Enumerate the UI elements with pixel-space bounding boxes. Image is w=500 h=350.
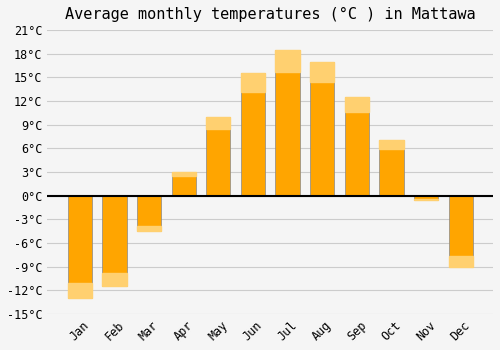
Bar <box>276 50 299 196</box>
Bar <box>241 74 265 92</box>
Bar <box>137 196 161 231</box>
Bar <box>172 172 196 196</box>
Bar <box>448 196 473 267</box>
Bar <box>102 196 126 286</box>
Bar <box>310 62 334 82</box>
Bar <box>414 196 438 199</box>
Bar <box>206 117 231 128</box>
Bar <box>137 226 161 231</box>
Bar <box>276 50 299 72</box>
Bar <box>310 62 334 196</box>
Bar <box>102 273 126 286</box>
Bar <box>206 117 231 196</box>
Bar <box>241 74 265 196</box>
Bar <box>68 283 92 298</box>
Bar <box>380 140 404 149</box>
Bar <box>448 256 473 267</box>
Title: Average monthly temperatures (°C ) in Mattawa: Average monthly temperatures (°C ) in Ma… <box>65 7 476 22</box>
Bar <box>172 172 196 176</box>
Bar <box>380 140 404 196</box>
Bar <box>344 97 369 112</box>
Bar <box>68 196 92 298</box>
Bar <box>344 97 369 196</box>
